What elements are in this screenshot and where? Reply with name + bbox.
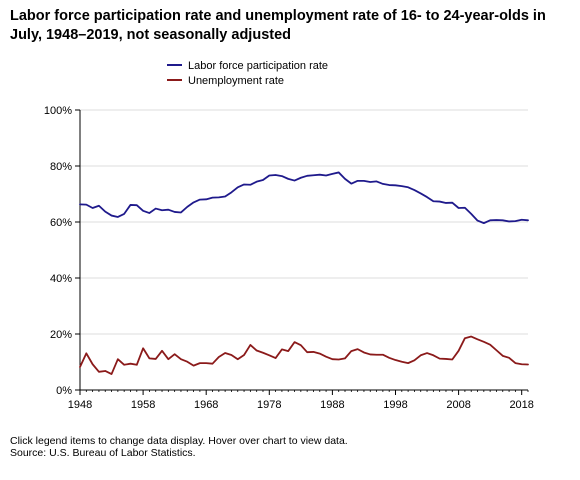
x-tick-label: 1958 [131, 399, 155, 411]
y-tick-label: 0% [56, 385, 72, 397]
x-tick-label: 1978 [257, 399, 281, 411]
y-tick-label: 100% [44, 105, 72, 117]
y-axis-ticks: 0% 20% 40% 60% 80% 100% [44, 105, 80, 397]
x-tick-label: 2008 [446, 399, 470, 411]
y-axis-gridlines [80, 109, 528, 335]
legend-label-unemployment: Unemployment rate [188, 75, 284, 87]
chart-title: Labor force participation rate and unemp… [10, 8, 546, 43]
y-tick-label: 40% [50, 273, 72, 285]
x-tick-label: 1968 [194, 399, 218, 411]
x-tick-label: 2018 [509, 399, 533, 411]
x-axis-ticks: 1948 1958 1968 1978 1988 1998 2008 2018 [68, 390, 534, 411]
legend-label-participation: Labor force participation rate [188, 60, 328, 72]
y-tick-label: 80% [50, 161, 72, 173]
y-tick-label: 20% [50, 329, 72, 341]
y-tick-label: 60% [50, 217, 72, 229]
legend-item-participation[interactable]: Labor force participation rate [167, 60, 328, 72]
legend-item-unemployment[interactable]: Unemployment rate [167, 75, 284, 87]
line-chart[interactable]: Labor force participation rate Unemploym… [0, 0, 580, 430]
footnote: Click legend items to change data displa… [10, 435, 348, 459]
x-tick-label: 1948 [68, 399, 92, 411]
participation-line[interactable] [79, 171, 529, 225]
x-tick-label: 1998 [383, 399, 407, 411]
source-note: Source: U.S. Bureau of Labor Statistics. [10, 447, 196, 459]
x-tick-label: 1988 [320, 399, 344, 411]
unemployment-line[interactable] [79, 335, 529, 375]
series-lines[interactable] [79, 171, 529, 375]
legend[interactable]: Labor force participation rate Unemploym… [167, 60, 328, 87]
instruction-note: Click legend items to change data displa… [10, 435, 348, 447]
